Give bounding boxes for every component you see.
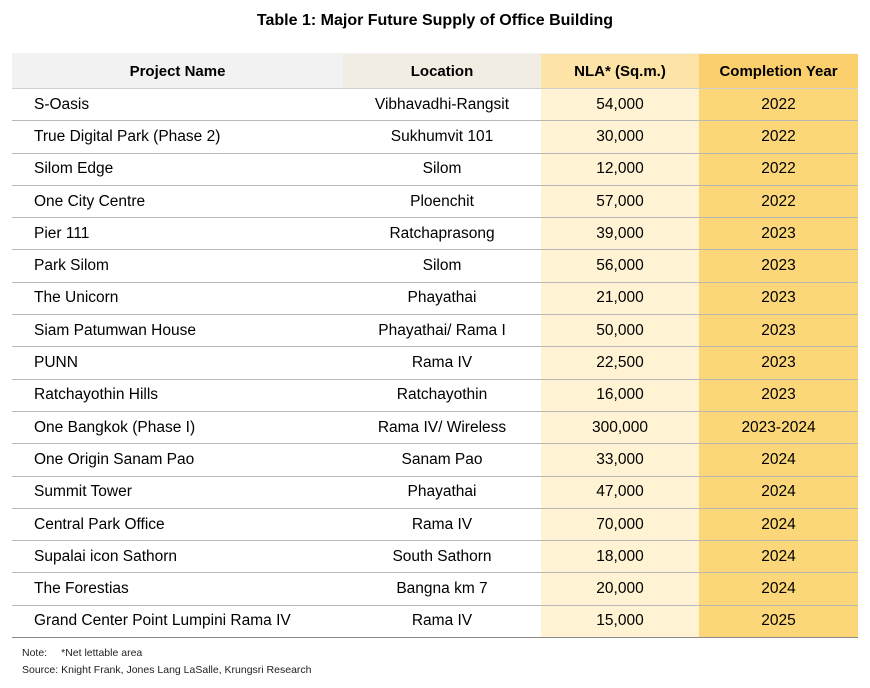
source-note: Source: Knight Frank, Jones Lang LaSalle… xyxy=(22,664,312,676)
cell-project-name: One Origin Sanam Pao xyxy=(12,443,343,477)
cell-nla: 300,000 xyxy=(541,411,699,445)
cell-completion-year: 2024 xyxy=(699,476,858,509)
cell-nla: 16,000 xyxy=(541,379,699,412)
table-row: One City Centre Ploenchit 57,000 2022 xyxy=(12,185,858,219)
cell-project-name: Silom Edge xyxy=(12,153,343,186)
header-nla: NLA* (Sq.m.) xyxy=(541,53,699,89)
header-completion-year: Completion Year xyxy=(699,53,858,89)
cell-location: Rama IV xyxy=(343,605,541,639)
cell-completion-year: 2023 xyxy=(699,217,858,251)
table-row: Silom Edge Silom 12,000 2022 xyxy=(12,153,858,186)
cell-location: Sanam Pao xyxy=(343,443,541,477)
note-text: *Net lettable area xyxy=(61,647,143,659)
cell-nla: 50,000 xyxy=(541,314,699,348)
office-supply-table: Project Name Location NLA* (Sq.m.) Compl… xyxy=(12,53,858,639)
cell-location: Phayathai xyxy=(343,476,541,509)
cell-location: Silom xyxy=(343,153,541,186)
cell-project-name: Summit Tower xyxy=(12,476,343,509)
cell-nla: 39,000 xyxy=(541,217,699,251)
cell-nla: 70,000 xyxy=(541,508,699,542)
cell-location: Ploenchit xyxy=(343,185,541,219)
header-location: Location xyxy=(343,53,541,89)
cell-project-name: Park Silom xyxy=(12,249,343,283)
table-row: Grand Center Point Lumpini Rama IV Rama I… xyxy=(12,605,858,639)
cell-completion-year: 2023 xyxy=(699,346,858,380)
cell-project-name: One Bangkok (Phase I) xyxy=(12,411,343,445)
cell-completion-year: 2024 xyxy=(699,508,858,542)
table-row: Siam Patumwan House Phayathai/ Rama I 50,0… xyxy=(12,314,858,348)
table-row: One Origin Sanam Pao Sanam Pao 33,000 2024 xyxy=(12,443,858,477)
cell-location: Rama IV xyxy=(343,346,541,380)
table-row: Summit Tower Phayathai 47,000 2024 xyxy=(12,476,858,509)
header-row: Project Name Location NLA* (Sq.m.) Compl… xyxy=(12,53,858,89)
table-row: The Unicorn Phayathai 21,000 2023 xyxy=(12,282,858,316)
cell-location: Rama IV xyxy=(343,508,541,542)
table-row: S-Oasis Vibhavadhi-Rangsit 54,000 2022 xyxy=(12,88,858,122)
cell-location: Ratchayothin xyxy=(343,379,541,412)
cell-project-name: True Digital Park (Phase 2) xyxy=(12,120,343,154)
table-header: Project Name Location NLA* (Sq.m.) Compl… xyxy=(12,53,858,89)
cell-completion-year: 2023-2024 xyxy=(699,411,858,445)
cell-location: Phayathai xyxy=(343,282,541,316)
cell-nla: 18,000 xyxy=(541,540,699,574)
cell-project-name: The Unicorn xyxy=(12,282,343,316)
table-title: Table 1: Major Future Supply of Office B… xyxy=(256,12,614,29)
cell-project-name: Pier 111 xyxy=(12,217,343,251)
cell-completion-year: 2023 xyxy=(699,314,858,348)
cell-project-name: Supalai icon Sathorn xyxy=(12,540,343,574)
cell-project-name: PUNN xyxy=(12,346,343,380)
cell-completion-year: 2023 xyxy=(699,282,858,316)
note-label: Note: xyxy=(22,647,48,659)
table-row: PUNN Rama IV 22,500 2023 xyxy=(12,346,858,380)
table-row: The Forestias Bangna km 7 20,000 2024 xyxy=(12,572,858,606)
cell-nla: 56,000 xyxy=(541,249,699,283)
cell-completion-year: 2024 xyxy=(699,540,858,574)
cell-location: Silom xyxy=(343,249,541,283)
cell-nla: 20,000 xyxy=(541,572,699,606)
cell-location: Bangna km 7 xyxy=(343,572,541,606)
cell-project-name: Central Park Office xyxy=(12,508,343,542)
cell-project-name: One City Centre xyxy=(12,185,343,219)
table-row: Pier 111 Ratchaprasong 39,000 2023 xyxy=(12,217,858,251)
cell-completion-year: 2022 xyxy=(699,153,858,186)
cell-location: Rama IV/ Wireless xyxy=(343,411,541,445)
cell-project-name: Ratchayothin Hills xyxy=(12,379,343,412)
cell-location: Ratchaprasong xyxy=(343,217,541,251)
table-row: True Digital Park (Phase 2) Sukhumvit 101… xyxy=(12,120,858,154)
cell-completion-year: 2022 xyxy=(699,185,858,219)
cell-location: South Sathorn xyxy=(343,540,541,574)
table-row: Central Park Office Rama IV 70,000 2024 xyxy=(12,508,858,542)
cell-location: Sukhumvit 101 xyxy=(343,120,541,154)
cell-completion-year: 2022 xyxy=(699,120,858,154)
cell-project-name: The Forestias xyxy=(12,572,343,606)
cell-nla: 30,000 xyxy=(541,120,699,154)
cell-completion-year: 2025 xyxy=(699,605,858,639)
cell-nla: 47,000 xyxy=(541,476,699,509)
cell-location: Phayathai/ Rama I xyxy=(343,314,541,348)
cell-nla: 22,500 xyxy=(541,346,699,380)
cell-nla: 54,000 xyxy=(541,88,699,122)
table-row: Supalai icon Sathorn South Sathorn 18,000 2… xyxy=(12,540,858,574)
cell-completion-year: 2024 xyxy=(699,443,858,477)
table-body: S-Oasis Vibhavadhi-Rangsit 54,000 2022 True … xyxy=(12,88,858,639)
table-row: Ratchayothin Hills Ratchayothin 16,000 2023 xyxy=(12,379,858,412)
footnote: Note: *Net lettable area xyxy=(22,647,142,659)
header-project-name: Project Name xyxy=(12,53,343,89)
cell-completion-year: 2023 xyxy=(699,379,858,412)
cell-completion-year: 2023 xyxy=(699,249,858,283)
cell-nla: 33,000 xyxy=(541,443,699,477)
table-row: Park Silom Silom 56,000 2023 xyxy=(12,249,858,283)
cell-nla: 15,000 xyxy=(541,605,699,639)
cell-nla: 21,000 xyxy=(541,282,699,316)
cell-project-name: S-Oasis xyxy=(12,88,343,122)
cell-nla: 57,000 xyxy=(541,185,699,219)
cell-project-name: Grand Center Point Lumpini Rama IV xyxy=(12,605,343,639)
cell-nla: 12,000 xyxy=(541,153,699,186)
table-row: One Bangkok (Phase I) Rama IV/ Wireless 30… xyxy=(12,411,858,445)
cell-project-name: Siam Patumwan House xyxy=(12,314,343,348)
cell-location: Vibhavadhi-Rangsit xyxy=(343,88,541,122)
cell-completion-year: 2024 xyxy=(699,572,858,606)
cell-completion-year: 2022 xyxy=(699,88,858,122)
